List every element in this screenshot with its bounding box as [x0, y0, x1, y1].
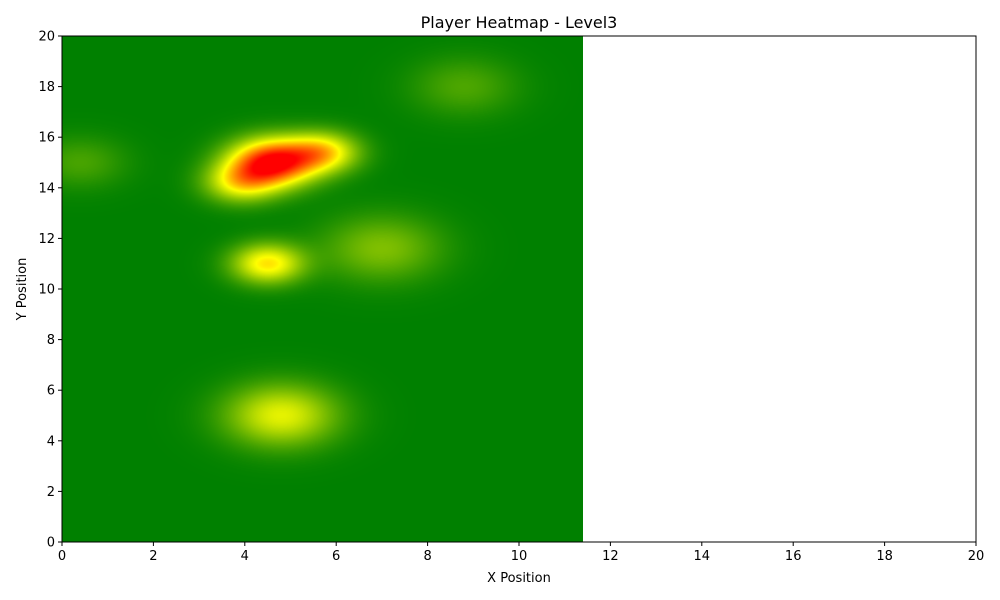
y-tick-label: 4	[47, 434, 55, 449]
y-axis: 0 2 4 6 8 10 12 14 16 18 20	[38, 30, 62, 551]
y-tick-label: 8	[47, 333, 55, 348]
x-tick-label: 10	[511, 549, 528, 564]
x-tick-label: 6	[332, 549, 340, 564]
x-axis: 0 2 4 6 8 10 12 14 16 18 20	[58, 542, 984, 564]
x-tick-label: 20	[968, 549, 985, 564]
x-tick-label: 16	[785, 549, 802, 564]
y-tick-label: 0	[47, 536, 55, 551]
x-tick-label: 4	[241, 549, 249, 564]
y-tick-label: 16	[38, 131, 55, 146]
heatmap-image	[62, 36, 583, 542]
x-tick-label: 14	[694, 549, 711, 564]
y-tick-label: 14	[38, 181, 55, 196]
chart-title: Player Heatmap - Level3	[421, 13, 618, 32]
y-tick-label: 2	[47, 485, 55, 500]
y-tick-label: 6	[47, 384, 55, 399]
x-tick-label: 8	[423, 549, 431, 564]
y-tick-label: 10	[38, 283, 55, 298]
y-tick-label: 18	[38, 80, 55, 95]
heatmap-canvas	[62, 36, 583, 542]
x-tick-label: 2	[149, 549, 157, 564]
y-tick-label: 12	[38, 232, 55, 247]
y-tick-label: 20	[38, 30, 55, 45]
y-axis-label: Y Position	[15, 258, 30, 322]
x-tick-label: 18	[876, 549, 893, 564]
x-tick-label: 12	[602, 549, 619, 564]
x-tick-label: 0	[58, 549, 66, 564]
x-axis-label: X Position	[487, 571, 551, 586]
